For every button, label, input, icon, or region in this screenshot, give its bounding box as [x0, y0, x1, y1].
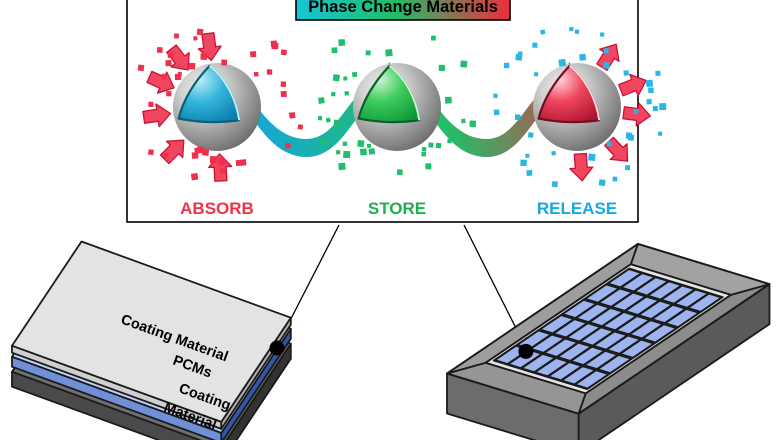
svg-text:Phase Change Materials: Phase Change Materials [308, 0, 498, 16]
svg-text:ABSORB: ABSORB [180, 199, 254, 218]
svg-text:STORE: STORE [368, 199, 426, 218]
svg-text:RELEASE: RELEASE [537, 199, 617, 218]
